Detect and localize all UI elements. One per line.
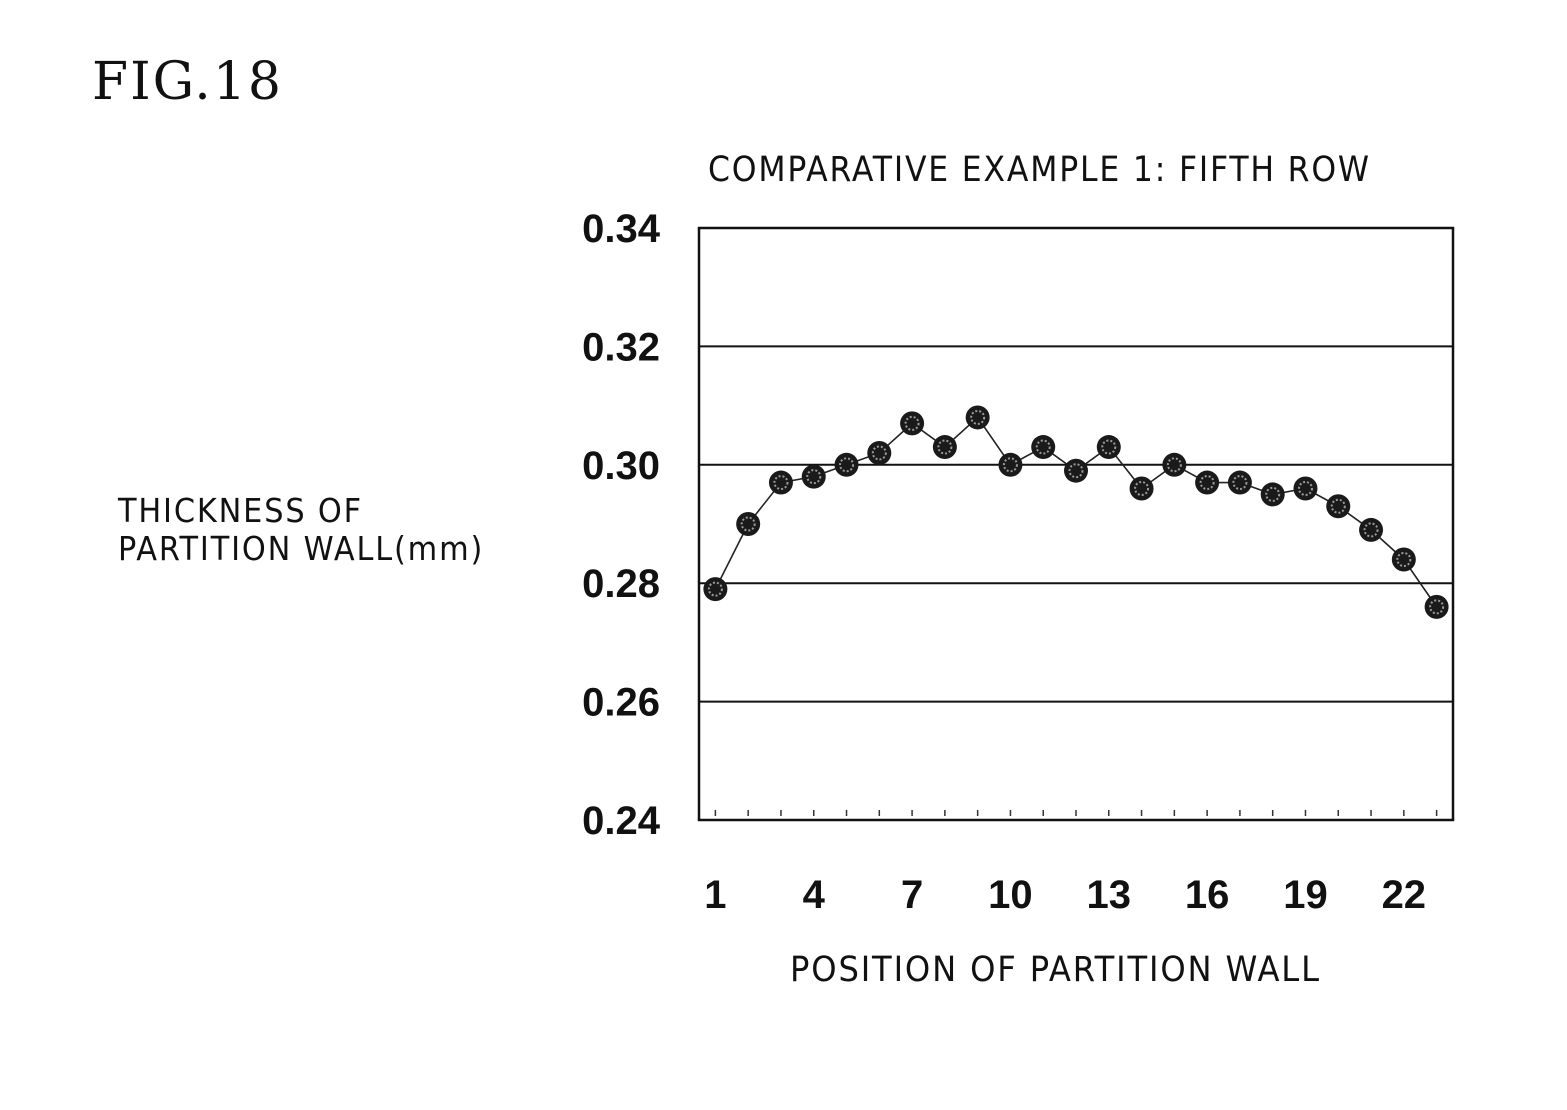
data-point-texture xyxy=(1002,457,1018,473)
data-point-marker xyxy=(900,411,925,436)
x-tick-label: 4 xyxy=(803,873,826,917)
plot-frame xyxy=(697,226,1455,822)
data-point-marker xyxy=(1031,435,1056,460)
data-point-marker xyxy=(1424,594,1449,619)
data-point-marker xyxy=(768,470,793,495)
data-point-texture xyxy=(1363,522,1379,538)
data-point-marker xyxy=(1391,547,1416,572)
data-point xyxy=(1227,470,1252,495)
y-axis-label-line-1: THICKNESS OF xyxy=(118,491,363,530)
data-point-texture xyxy=(773,475,789,491)
data-point-texture xyxy=(871,445,887,461)
data-points xyxy=(703,405,1449,619)
data-point-texture xyxy=(1035,439,1051,455)
data-point-texture xyxy=(707,581,723,597)
y-tick-label: 0.34 xyxy=(582,207,661,251)
y-tick-label: 0.32 xyxy=(582,325,660,369)
data-point xyxy=(932,435,957,460)
data-point-texture xyxy=(1265,486,1281,502)
data-point-texture xyxy=(1429,599,1445,615)
chart-title: COMPARATIVE EXAMPLE 1: FIFTH ROW xyxy=(708,150,1371,190)
data-point-marker xyxy=(1096,435,1121,460)
data-point xyxy=(1031,435,1056,460)
data-point-texture xyxy=(806,469,822,485)
data-point xyxy=(703,577,728,602)
data-point-marker xyxy=(1260,482,1285,507)
y-tick-labels: 0.24 0.26 0.28 0.30 0.32 0.34 xyxy=(582,207,661,843)
data-point-marker xyxy=(801,464,826,489)
data-point xyxy=(1391,547,1416,572)
x-minor-ticks xyxy=(714,810,1438,816)
data-point xyxy=(998,452,1023,477)
y-tick-label: 0.30 xyxy=(582,444,660,488)
data-point xyxy=(1260,482,1285,507)
data-point-marker xyxy=(736,512,761,536)
data-point-texture xyxy=(1232,475,1248,491)
data-point-marker xyxy=(703,577,728,602)
data-point xyxy=(1326,494,1351,519)
data-point xyxy=(801,464,826,489)
data-point-texture xyxy=(904,415,920,431)
data-point-texture xyxy=(740,516,756,532)
data-point-marker xyxy=(965,405,990,430)
data-point-marker xyxy=(1227,470,1252,495)
data-point xyxy=(1195,470,1220,495)
data-point xyxy=(1162,452,1187,477)
x-tick-label: 22 xyxy=(1382,873,1427,917)
x-tick-label: 7 xyxy=(901,873,923,917)
data-point xyxy=(900,411,925,436)
data-point-marker xyxy=(1293,476,1318,501)
data-point xyxy=(867,440,892,465)
data-point-texture xyxy=(970,409,986,425)
x-tick-label: 1 xyxy=(704,873,726,917)
data-point-marker xyxy=(1162,452,1187,477)
data-point-texture xyxy=(1134,480,1150,496)
data-point xyxy=(834,452,859,477)
data-point-marker xyxy=(834,452,859,477)
data-point-texture xyxy=(1330,498,1346,514)
y-tick-label: 0.28 xyxy=(582,562,660,606)
y-axis-label: THICKNESS OF PARTITION WALL(mm) xyxy=(118,492,484,568)
data-point xyxy=(965,405,990,430)
figure-label: FIG.18 xyxy=(92,52,284,112)
data-point xyxy=(1293,476,1318,501)
data-point xyxy=(736,512,761,536)
data-point xyxy=(768,470,793,495)
x-tick-label: 19 xyxy=(1283,873,1328,917)
data-point xyxy=(1096,435,1121,460)
data-point xyxy=(1064,458,1088,483)
x-tick-labels: 1 4 7 10 13 16 19 22 xyxy=(704,873,1426,917)
data-point-texture xyxy=(1101,439,1117,455)
data-point-marker xyxy=(1326,494,1351,519)
y-axis-label-line-2: PARTITION WALL(mm) xyxy=(118,529,485,568)
data-point xyxy=(1129,476,1154,501)
data-point-marker xyxy=(1129,476,1154,501)
data-point-marker xyxy=(1359,517,1384,542)
data-point-texture xyxy=(1199,475,1215,491)
data-point-texture xyxy=(1068,463,1084,479)
y-tick-label: 0.24 xyxy=(582,799,661,843)
data-point-marker xyxy=(932,435,957,460)
data-point-texture xyxy=(1297,480,1313,496)
data-point-texture xyxy=(937,439,953,455)
data-point xyxy=(1424,594,1449,619)
grid-layer xyxy=(699,345,1453,703)
data-point xyxy=(1359,517,1384,542)
data-point-marker xyxy=(867,440,892,465)
data-point-marker xyxy=(1195,470,1220,495)
data-point-texture xyxy=(839,457,855,473)
y-tick-label: 0.26 xyxy=(582,681,660,725)
data-point-texture xyxy=(1166,457,1182,473)
x-tick-label: 13 xyxy=(1087,873,1132,917)
data-point-marker xyxy=(998,452,1023,477)
data-point-marker xyxy=(1064,458,1088,483)
x-tick-label: 16 xyxy=(1185,873,1230,917)
data-point-texture xyxy=(1396,552,1412,568)
x-tick-label: 10 xyxy=(988,873,1033,917)
x-axis-label: POSITION OF PARTITION WALL xyxy=(790,950,1321,990)
